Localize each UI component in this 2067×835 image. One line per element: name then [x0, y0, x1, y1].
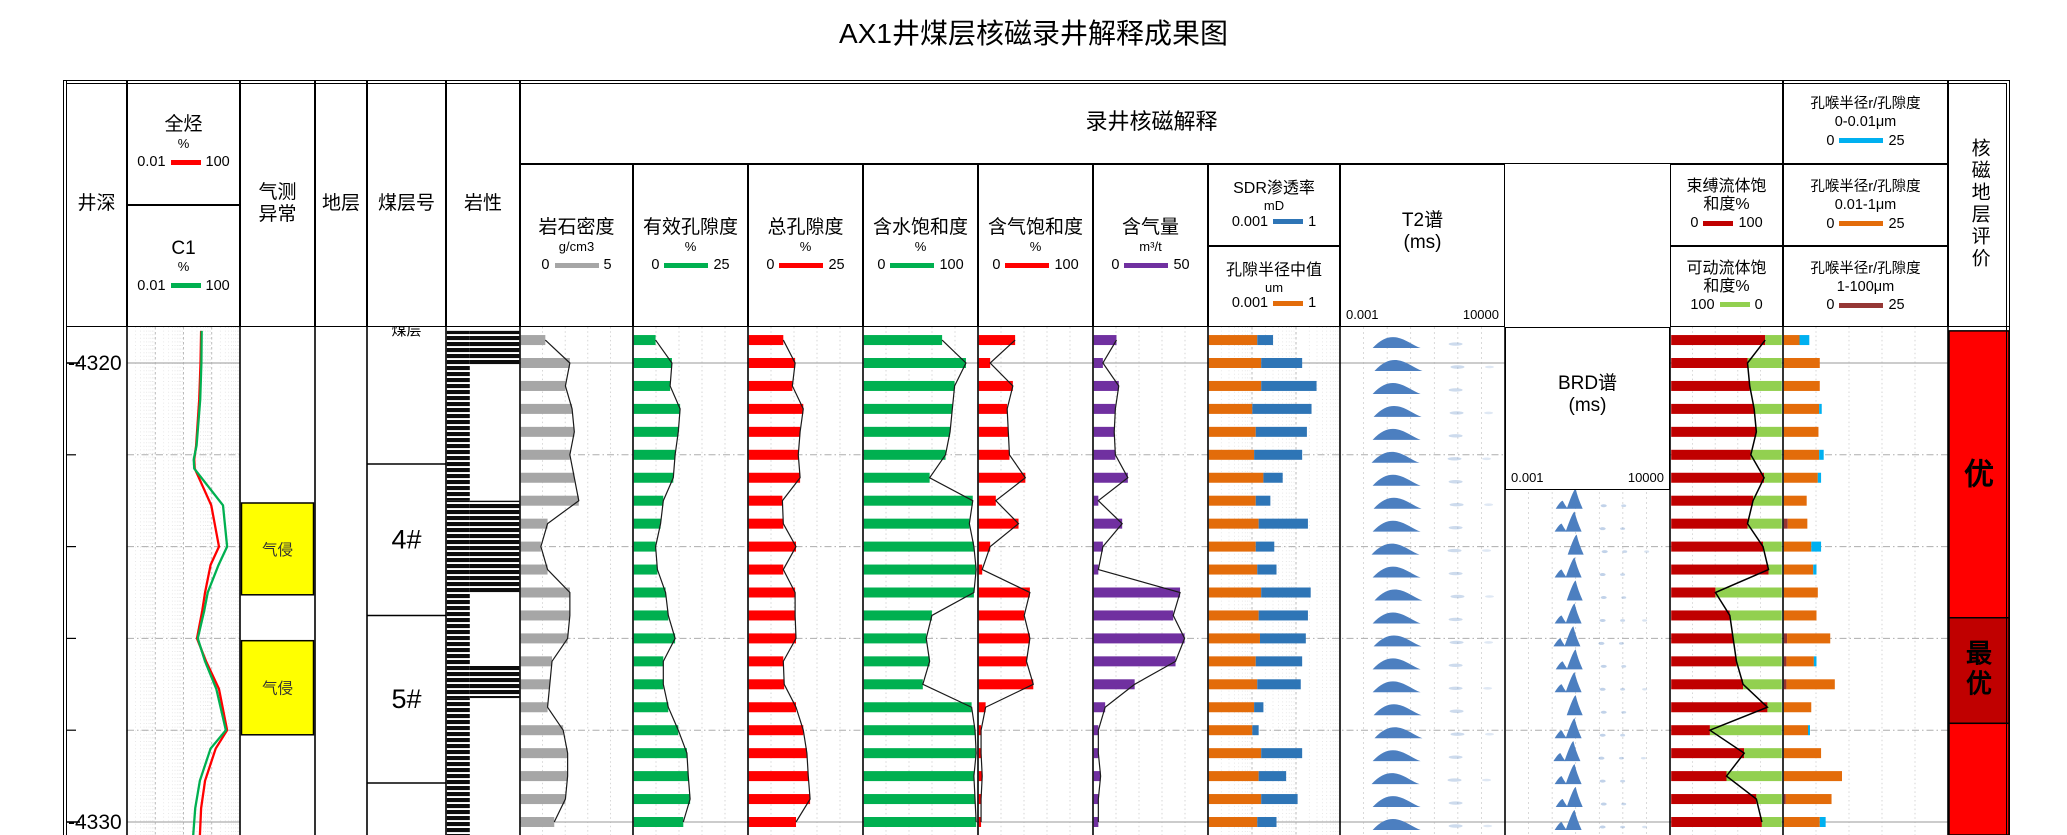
header-total-hc: 全烃 % 0.01 100	[127, 80, 240, 205]
pore-throat-track	[1783, 335, 1843, 827]
coal-hatch	[469, 500, 520, 593]
evaluation-label: 优	[1966, 669, 1992, 699]
depth-track: -4320 -4330	[66, 352, 122, 834]
depth-label: -4320	[68, 352, 122, 375]
evaluation-track: 优最优	[1948, 330, 2010, 835]
sdr-perm-track	[1208, 335, 1317, 827]
header-water-sat: 含水饱和度 % 0 100	[863, 164, 978, 327]
header-seam-no: 煤层号	[367, 80, 446, 327]
header-movable-fluid: 可动流体饱 和度% 100 0	[1670, 246, 1783, 327]
header-t2-spectrum: T2谱 (ms) 0.001 10000	[1340, 164, 1505, 327]
grid	[127, 327, 1948, 835]
header-brd-spectrum: BRD谱 (ms) 0.001 10000	[1505, 327, 1670, 490]
coal-hatch	[446, 500, 470, 593]
header-strata: 地层	[315, 80, 367, 327]
depth-label: -4330	[68, 811, 122, 834]
header-depth: 井深	[66, 80, 127, 327]
header-lithology: 岩性	[446, 80, 520, 327]
gas-invasion-flag	[240, 639, 315, 736]
header-pt-0-001: 孔喉半径r/孔隙度 0-0.01μm 0 25	[1783, 80, 1948, 164]
column-borders	[126, 327, 1949, 835]
header-pore-radius: 孔隙半径中值 um 0.001 1	[1208, 246, 1340, 327]
coal-hatch	[446, 592, 470, 666]
total-hc-legend-line	[170, 159, 201, 165]
header-bound-fluid: 束缚流体饱 和度% 0 100	[1670, 164, 1783, 246]
header-tot-porosity: 总孔隙度 % 0 25	[748, 164, 863, 327]
header-gas-sat: 含气饱和度 % 0 100	[978, 164, 1093, 327]
evaluation-label: 优	[1964, 458, 1994, 491]
coal-hatch	[469, 330, 520, 366]
page-title: AX1井煤层核磁录井解释成果图	[839, 18, 1228, 49]
coal-hatch	[446, 365, 470, 501]
gas-content-track	[1093, 335, 1186, 827]
density-track	[520, 335, 580, 827]
gas-invasion-label: 气侵	[262, 541, 293, 559]
seam-track: 煤层 4# 5#	[367, 327, 446, 784]
t2-spectrum-track	[1371, 337, 1494, 830]
header-pt-1-100: 孔喉半径r/孔隙度 1-100μm 0 25	[1783, 246, 1948, 327]
seam-label: 煤层	[391, 327, 421, 339]
depth-label: 井深	[77, 192, 116, 214]
gas-sat-track	[978, 335, 1035, 827]
gas-invasion-label: 气侵	[262, 680, 293, 698]
eff-porosity-track	[633, 335, 691, 827]
gas-invasion-flag	[240, 502, 315, 596]
header-nmr-band: 录井核磁解释	[520, 80, 1783, 164]
coal-hatch	[446, 665, 470, 699]
coal-hatch	[469, 665, 520, 699]
header-eff-porosity: 有效孔隙度 % 0 25	[633, 164, 748, 327]
water-sat-track	[863, 335, 977, 827]
header-pt-001-1: 孔喉半径r/孔隙度 0.01-1μm 0 25	[1783, 164, 1948, 246]
evaluation-block	[1948, 722, 2010, 835]
header-nmr-evaluation: 核磁地层评价	[1948, 80, 2010, 327]
lithology-track	[446, 330, 520, 835]
c1-legend-line	[170, 283, 201, 289]
gas-curve-track	[192, 330, 229, 835]
seam-label: 4#	[391, 525, 421, 555]
header-c1: C1 % 0.01 100	[127, 205, 240, 327]
fluid-sat-track	[1671, 335, 1782, 827]
header-gas-content: 含气量 m³/t 0 50	[1093, 164, 1208, 327]
evaluation-block	[1948, 616, 2010, 725]
coal-hatch	[446, 698, 470, 835]
tot-porosity-track	[748, 335, 811, 827]
header-sdr-perm: SDR渗透率 mD 0.001 1	[1208, 164, 1340, 246]
evaluation-label: 最	[1966, 639, 1993, 669]
header-gas-anomaly: 气测 异常	[240, 80, 315, 327]
coal-hatch	[446, 330, 470, 366]
seam-label: 5#	[391, 684, 421, 714]
